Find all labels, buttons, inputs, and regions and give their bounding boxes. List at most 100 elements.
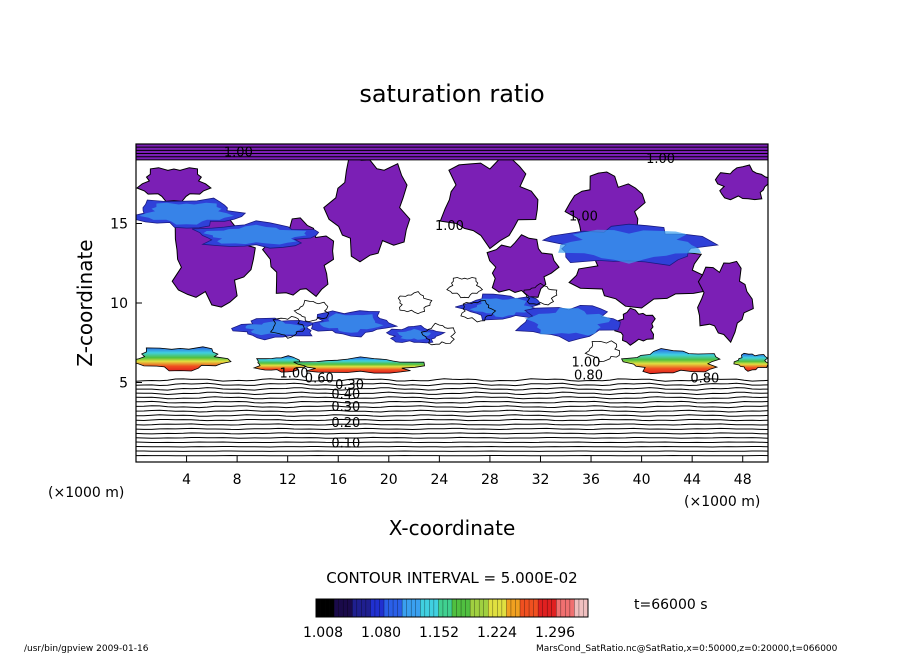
colorbar-swatch <box>470 599 475 617</box>
chart-title: saturation ratio <box>359 80 544 108</box>
contour-label: 1.00 <box>572 356 601 371</box>
colorbar-swatch <box>492 599 498 617</box>
colorbar-label: 1.080 <box>361 625 401 641</box>
contour-line <box>136 405 768 409</box>
colorbar-swatch <box>406 599 412 617</box>
y-axis-label: Z-coordinate <box>73 239 97 366</box>
contour-line <box>136 432 768 435</box>
hot-supersaturation-region <box>293 356 425 374</box>
colorbar-swatch <box>356 599 362 617</box>
x-tick-label: 24 <box>430 472 448 488</box>
colorbar-swatch <box>483 599 489 617</box>
x-tick-label: 16 <box>329 472 347 488</box>
x-tick-label: 48 <box>734 472 752 488</box>
contour-label: 1.00 <box>280 367 309 382</box>
contour-label: 0.80 <box>343 133 372 148</box>
supersaturation-core <box>558 229 702 264</box>
colorbar-swatch <box>556 599 562 617</box>
colorbar-swatch <box>338 599 344 617</box>
contour-line <box>136 409 768 413</box>
x-unit-left: (×1000 m) <box>48 485 124 501</box>
top-saturated-strip <box>136 144 768 160</box>
contour-loop <box>293 299 330 323</box>
colorbar-swatch <box>388 599 394 617</box>
contour-line <box>136 445 768 448</box>
contour-label: 1.00 <box>569 209 598 224</box>
colorbar-swatch <box>578 599 584 617</box>
colorbar-swatch <box>334 599 339 617</box>
supersaturation-core <box>524 307 611 336</box>
saturated-region <box>697 260 754 344</box>
colorbar-swatch <box>533 599 539 617</box>
colorbar-swatch <box>551 599 557 617</box>
colorbar-swatch <box>370 599 376 617</box>
colorbar-swatch <box>569 599 575 617</box>
contour-label: 1.00 <box>224 146 253 161</box>
x-tick-label: 4 <box>182 472 191 488</box>
contour-loop <box>523 282 558 306</box>
x-tick-label: 40 <box>633 472 651 488</box>
y-tick-label: 5 <box>119 376 128 392</box>
x-tick-label: 12 <box>279 472 297 488</box>
colorbar-swatch <box>515 599 521 617</box>
colorbar-swatch <box>424 599 430 617</box>
colorbar-swatch <box>329 599 335 617</box>
supersaturation-core <box>203 224 307 245</box>
colorbar-swatch <box>488 599 494 617</box>
contour-line <box>136 423 768 426</box>
colorbar-swatch <box>583 599 589 617</box>
colorbar <box>315 599 589 617</box>
supersaturation-core <box>469 297 533 318</box>
contour-label: 0.30 <box>335 378 364 393</box>
contour-line <box>136 387 768 391</box>
colorbar-swatch <box>461 599 466 617</box>
supersaturation-core <box>139 202 234 225</box>
contour-line <box>136 427 768 431</box>
contour-loop <box>584 340 620 363</box>
colorbar-swatch <box>347 599 353 617</box>
contour-label: 0.20 <box>331 416 360 431</box>
colorbar-swatch <box>361 599 367 617</box>
contour-loop <box>446 277 484 299</box>
contour-line <box>136 436 768 439</box>
colorbar-swatch <box>542 599 548 617</box>
colorbar-swatch <box>524 599 530 617</box>
colorbar-swatch <box>384 599 389 617</box>
saturated-region <box>486 234 560 298</box>
colorbar-swatch <box>520 599 525 617</box>
colorbar-swatch <box>442 599 448 617</box>
contour-line <box>136 396 768 400</box>
colorbar-swatch <box>374 599 380 617</box>
colorbar-swatch <box>411 599 417 617</box>
colorbar-swatch <box>506 599 512 617</box>
colorbar-swatch <box>479 599 485 617</box>
contour-loop <box>269 315 305 339</box>
contour-labels: 1.00 1.001.001.001.001.00 0.80 0.800.60 0.30… <box>224 133 719 452</box>
x-tick-label: 28 <box>481 472 499 488</box>
contour-lines <box>136 144 768 457</box>
colorbar-swatch <box>456 599 462 617</box>
colorbar-swatch <box>565 599 571 617</box>
saturated-region <box>323 153 411 263</box>
contour-label: 0.30 <box>331 400 360 415</box>
colorbar-swatch <box>415 599 421 617</box>
contour-line <box>136 441 768 444</box>
supersaturation-core <box>245 321 309 336</box>
colorbar-swatch <box>316 599 321 617</box>
contour-label: 0.80 <box>574 368 603 383</box>
contour-line <box>136 378 768 382</box>
colorbar-label: 1.296 <box>535 625 575 641</box>
contour-loop <box>460 300 497 323</box>
saturated-region <box>136 167 212 202</box>
colorbar-swatch <box>420 599 426 617</box>
plot-area: 1.00 1.001.001.001.001.00 0.80 0.800.60 0.30… <box>136 133 768 462</box>
x-axis-ticks: 4 8 12 16 20 24 28 32 36 40 44 48 <box>182 456 752 488</box>
colorbar-swatch <box>365 599 371 617</box>
colorbar-swatch <box>433 599 439 617</box>
colorbar-swatch <box>429 599 435 617</box>
hot-supersaturation-region <box>733 352 768 372</box>
contour-loop <box>420 322 456 346</box>
saturated-region <box>439 157 539 250</box>
colorbar-swatch <box>393 599 398 617</box>
colorbar-swatch <box>538 599 543 617</box>
